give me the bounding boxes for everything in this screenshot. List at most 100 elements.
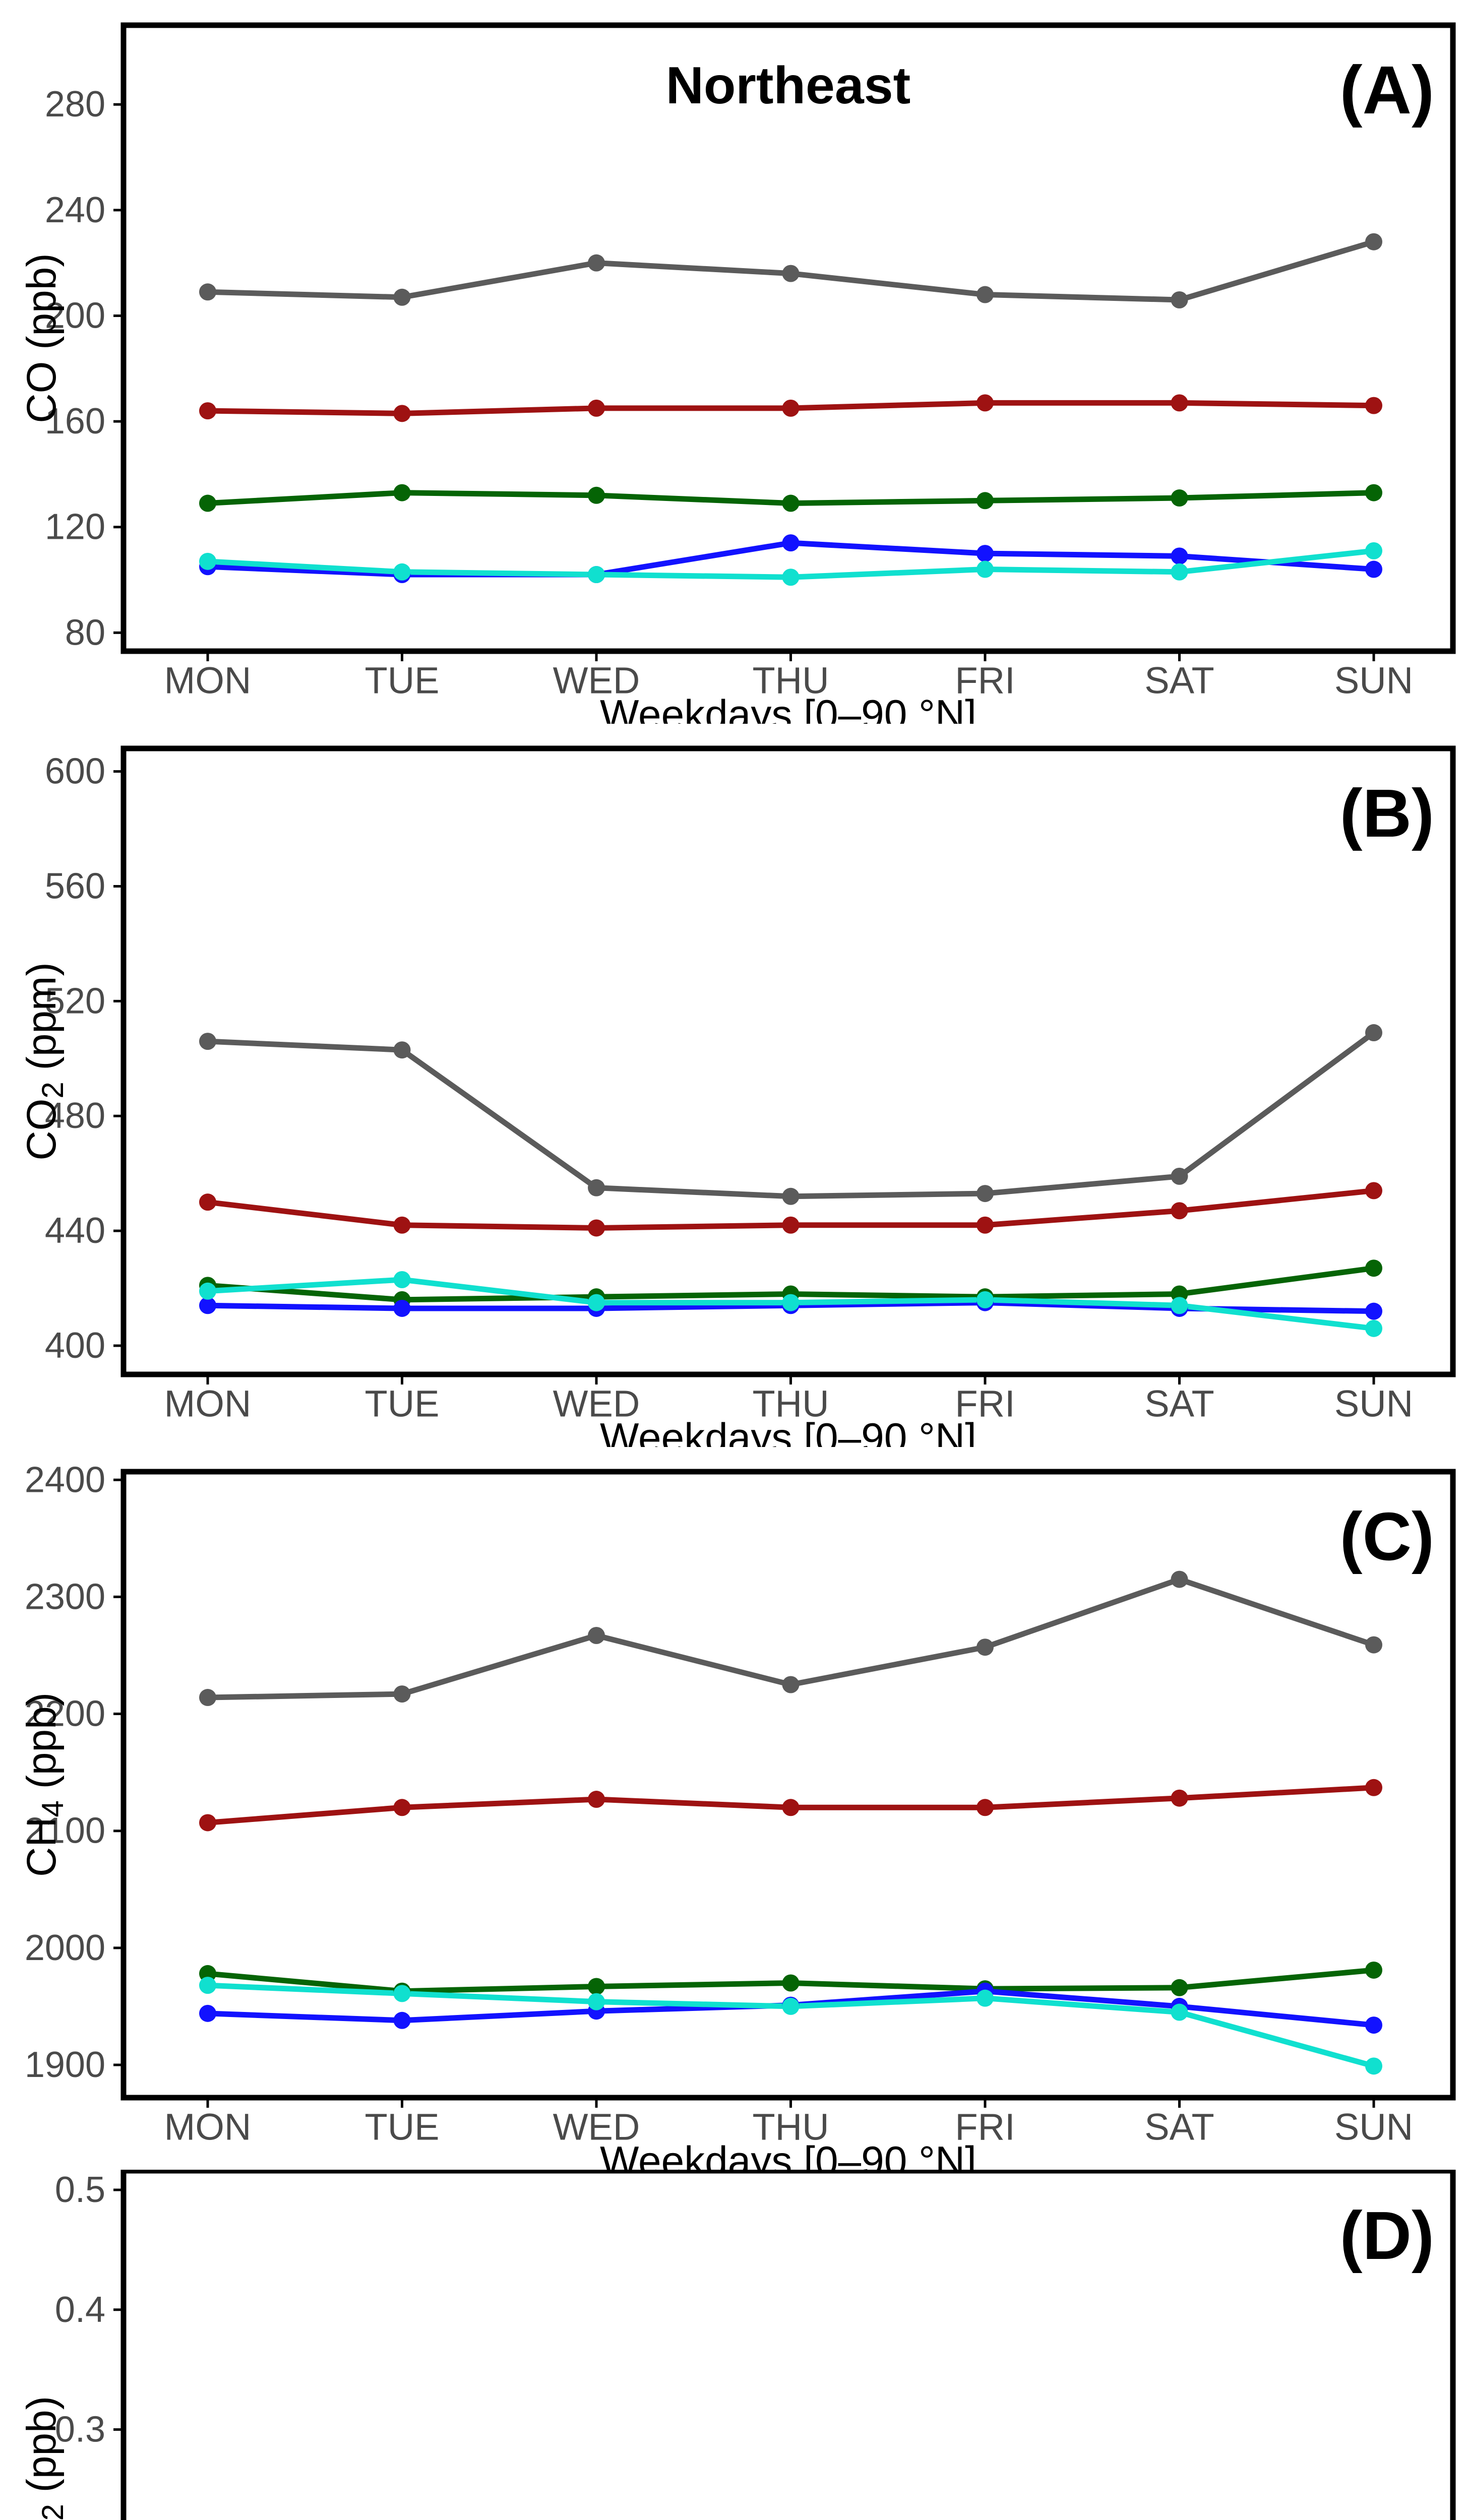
y-tick-label: 2400 xyxy=(25,1460,105,1500)
data-point-darkred-wed xyxy=(588,1791,605,1808)
data-point-gray-mon xyxy=(199,1033,216,1050)
series-points-cyan xyxy=(199,542,1382,586)
y-tick-label: 240 xyxy=(45,190,105,230)
y-tick-label: 0.5 xyxy=(55,2170,105,2210)
y-tick-label: 2100 xyxy=(25,1811,105,1851)
data-point-darkred-fri xyxy=(976,1799,994,1816)
plot-border xyxy=(120,1469,1456,2101)
data-point-gray-tue xyxy=(393,1685,411,1703)
panel-letter-label: (A) xyxy=(1340,52,1434,128)
x-tick-label-sat: SAT xyxy=(1144,660,1214,702)
data-point-blue-tue xyxy=(393,1299,411,1317)
data-point-darkred-thu xyxy=(782,399,800,417)
data-point-cyan-thu xyxy=(782,569,800,586)
data-point-gray-thu xyxy=(782,265,800,282)
series-points-darkgreen xyxy=(199,484,1382,512)
data-point-gray-thu xyxy=(782,1676,800,1693)
x-tick-label-fri: FRI xyxy=(955,1383,1015,1425)
y-tick-label: 0.4 xyxy=(55,2290,105,2330)
data-point-darkgreen-thu xyxy=(782,1974,800,1992)
panel-letter-label: (B) xyxy=(1340,775,1434,851)
y-axis-title: SO2 (ppb) xyxy=(19,2396,70,2520)
data-point-gray-tue xyxy=(393,288,411,306)
data-point-darkred-mon xyxy=(199,402,216,420)
y-tick-label: 520 xyxy=(45,981,105,1021)
x-axis-title: Weekdays [0–90 °N] xyxy=(600,2138,976,2171)
chart-a: 80 120 160 200 240 280 MON TUE WED THU FRI SAT SUN We… xyxy=(19,22,1456,724)
data-point-cyan-mon xyxy=(199,552,216,570)
plot-border xyxy=(120,22,1456,654)
data-point-darkgreen-sat xyxy=(1171,489,1188,507)
data-point-darkgreen-wed xyxy=(588,1978,605,1995)
x-tick-label-sun: SUN xyxy=(1334,660,1413,702)
data-point-gray-mon xyxy=(199,283,216,301)
series-points-gray xyxy=(199,1024,1382,1205)
data-point-cyan-tue xyxy=(393,1271,411,1288)
data-point-blue-mon xyxy=(199,1297,216,1314)
data-point-darkred-fri xyxy=(976,394,994,412)
chart-c: 1900 2000 2100 2200 2300 2400 MON TUE WED THU FRI S… xyxy=(19,1460,1456,2171)
y-tick-label: 1900 xyxy=(25,2045,105,2085)
data-point-gray-fri xyxy=(976,1185,994,1203)
x-tick-label-mon: MON xyxy=(164,1383,252,1425)
series-points-cyan xyxy=(199,1271,1382,1337)
y-tick-label: 600 xyxy=(45,751,105,792)
data-point-darkgreen-wed xyxy=(588,486,605,504)
y-axis-title: CO2 (ppm) xyxy=(19,962,70,1160)
data-point-cyan-wed xyxy=(588,1294,605,1311)
data-point-gray-wed xyxy=(588,1179,605,1196)
data-point-cyan-sat xyxy=(1171,563,1188,581)
data-point-darkgreen-sat xyxy=(1171,1979,1188,1996)
series-points-gray xyxy=(199,1570,1382,1707)
y-axis-title: CH4 (ppb) xyxy=(19,1692,70,1877)
y-tick-label: 2000 xyxy=(25,1928,105,1968)
data-point-gray-tue xyxy=(393,1041,411,1059)
data-point-darkgreen-mon xyxy=(199,494,216,512)
y-tick-label: 80 xyxy=(65,612,105,653)
x-tick-label-tue: TUE xyxy=(365,1383,440,1425)
data-point-darkred-mon xyxy=(199,1814,216,1832)
data-point-gray-sun xyxy=(1365,1024,1382,1042)
data-point-cyan-fri xyxy=(976,1989,994,2007)
data-point-darkred-tue xyxy=(393,1799,411,1816)
y-tick-label: 2300 xyxy=(25,1577,105,1617)
series-points-gray xyxy=(199,233,1382,309)
data-point-darkred-sat xyxy=(1171,1789,1188,1807)
x-tick-label-sun: SUN xyxy=(1334,1383,1413,1425)
data-point-blue-sat xyxy=(1171,547,1188,565)
data-point-cyan-tue xyxy=(393,1985,411,2002)
x-tick-label-sat: SAT xyxy=(1144,2106,1214,2148)
x-tick-label-tue: TUE xyxy=(365,2106,440,2148)
data-point-blue-thu xyxy=(782,534,800,552)
data-point-darkred-sat xyxy=(1171,394,1188,412)
chart-b: 400 440 480 520 560 600 MON TUE WED THU FRI SAT SUN W… xyxy=(19,745,1456,1447)
data-point-darkred-thu xyxy=(782,1216,800,1234)
data-point-gray-mon xyxy=(199,1689,216,1707)
data-point-cyan-thu xyxy=(782,1997,800,2015)
x-tick-label-thu: THU xyxy=(752,1383,829,1425)
x-tick-label-thu: THU xyxy=(752,660,829,702)
data-point-blue-mon xyxy=(199,2004,216,2022)
plot-border xyxy=(120,745,1456,1377)
data-point-darkgreen-sun xyxy=(1365,484,1382,501)
y-axis-title: CO (ppb) xyxy=(19,253,65,423)
panel-d-so2: 0.00.10.20.30.40.5MONTUEWEDTHUFRISATSUNW… xyxy=(0,2170,1465,2520)
x-tick-label-fri: FRI xyxy=(955,2106,1015,2148)
chart-d: 0.00.10.20.30.40.5MONTUEWEDTHUFRISATSUNW… xyxy=(19,2170,1456,2520)
x-axis-title: Weekdays [0–90 °N] xyxy=(600,692,976,724)
data-point-gray-fri xyxy=(976,286,994,303)
panel-a-co: 80 120 160 200 240 280 MON TUE WED THU FRI SAT SUN We… xyxy=(0,0,1465,724)
data-point-darkred-wed xyxy=(588,1219,605,1237)
data-point-cyan-fri xyxy=(976,1291,994,1308)
data-point-blue-sun xyxy=(1365,560,1382,578)
y-tick-label: 2200 xyxy=(25,1694,105,1734)
data-point-cyan-wed xyxy=(588,1993,605,2010)
data-point-cyan-sat xyxy=(1171,2003,1188,2021)
series-points-darkred xyxy=(199,1779,1382,1832)
series-points-darkred xyxy=(199,394,1382,422)
data-point-gray-sun xyxy=(1365,1636,1382,1654)
panel-c-ch4: 1900 2000 2100 2200 2300 2400 MON TUE WED THU FRI S… xyxy=(0,1446,1465,2170)
y-tick-label: 440 xyxy=(45,1211,105,1251)
data-point-gray-thu xyxy=(782,1187,800,1205)
x-axis-title: Weekdays [0–90 °N] xyxy=(600,1415,976,1447)
